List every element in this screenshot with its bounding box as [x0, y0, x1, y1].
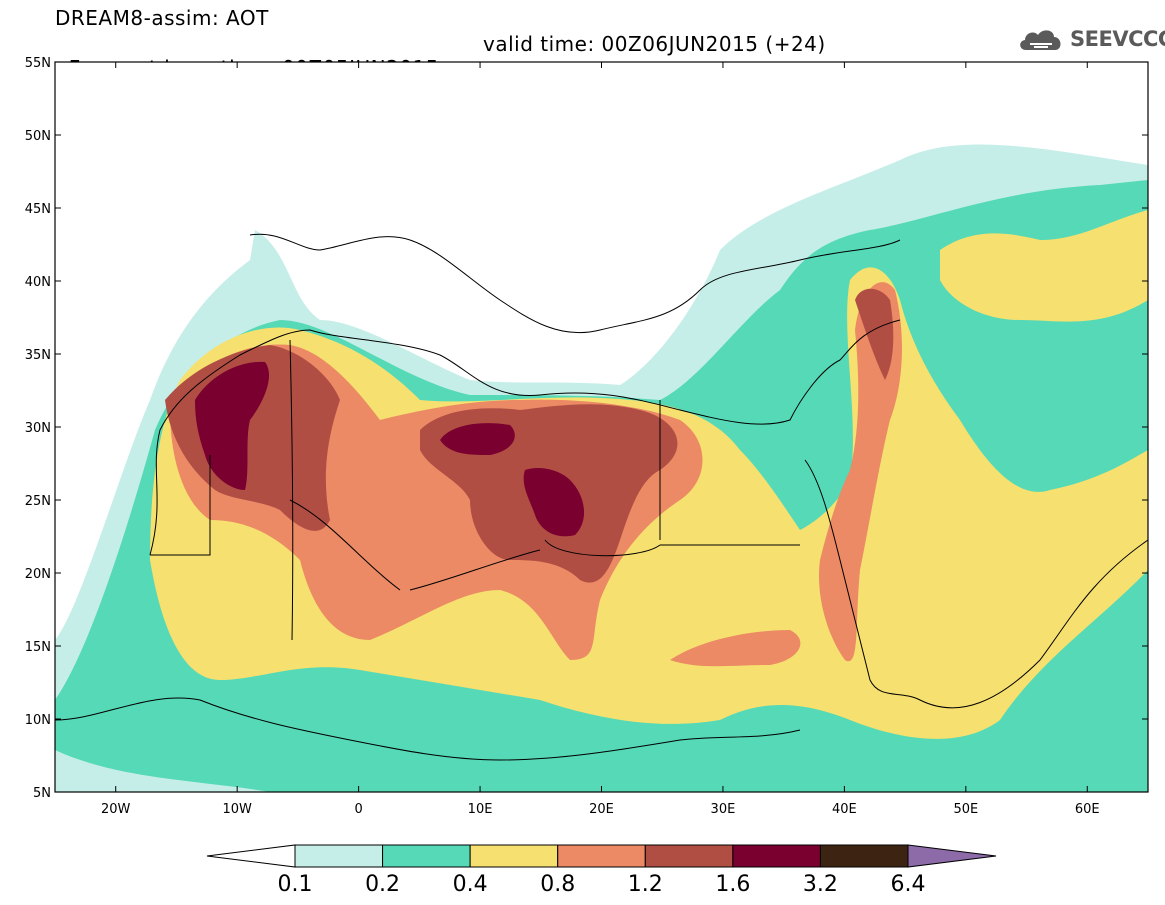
- lat-label: 25N: [25, 494, 51, 509]
- aot-contour-1-6: [195, 361, 270, 490]
- lon-label: 0: [354, 802, 362, 817]
- aot-contour-1-2-arabia: [855, 288, 894, 380]
- aot-contour-0-8-redsea: [819, 282, 902, 662]
- colorbar-box: [294, 844, 384, 868]
- colorbar: 0.1 0.2 0.4 0.8 1.2 1.6 3.2 6.4: [206, 844, 997, 897]
- lon-label: 50E: [953, 802, 978, 817]
- cloud-icon: [1020, 30, 1061, 50]
- lat-label: 15N: [25, 640, 51, 655]
- colorbar-high-arrow: [907, 844, 997, 868]
- logo-text: SEEVCCC: [1070, 27, 1165, 51]
- colorbar-label: 3.2: [803, 872, 838, 897]
- colorbar-label: 1.2: [628, 872, 663, 897]
- lat-label: 55N: [25, 56, 51, 71]
- lat-label: 20N: [25, 567, 51, 582]
- colorbar-label: 6.4: [891, 872, 926, 897]
- lat-label: 50N: [25, 129, 51, 144]
- lon-label: 40E: [832, 802, 857, 817]
- lon-label: 20W: [101, 802, 131, 817]
- latitude-axis: 55N 50N 45N 40N 35N 30N 25N 20N 15N 10N 5N: [25, 56, 1148, 801]
- aot-contour-1-6-chad: [523, 468, 585, 537]
- lat-label: 5N: [33, 786, 51, 801]
- aot-field: [55, 62, 1148, 792]
- colorbar-label: 0.1: [278, 872, 313, 897]
- lat-label: 10N: [25, 713, 51, 728]
- longitude-axis: 20W 10W 0 10E 20E 30E 40E 50E 60E: [101, 62, 1100, 817]
- colorbar-box: [382, 844, 471, 868]
- lat-label: 40N: [25, 275, 51, 290]
- colorbar-low-arrow: [206, 844, 296, 868]
- lon-label: 30E: [711, 802, 736, 817]
- lon-label: 20E: [589, 802, 614, 817]
- coastlines: [55, 233, 1148, 761]
- lat-label: 35N: [25, 348, 51, 363]
- lat-label: 30N: [25, 421, 51, 436]
- valid-time: valid time: 00Z06JUN2015 (+24): [483, 32, 826, 56]
- colorbar-label: 0.8: [540, 872, 575, 897]
- colorbar-label: 0.2: [365, 872, 400, 897]
- colorbar-box: [732, 844, 821, 868]
- colorbar-box: [819, 844, 909, 868]
- model-title: DREAM8-assim: AOT: [55, 6, 269, 30]
- colorbar-label: 0.4: [453, 872, 488, 897]
- colorbar-box: [469, 844, 559, 868]
- lat-label: 45N: [25, 202, 51, 217]
- lon-label: 10W: [222, 802, 252, 817]
- colorbar-box: [557, 844, 646, 868]
- aot-contour-1-6-libya: [440, 423, 515, 455]
- colorbar-label: 1.6: [715, 872, 750, 897]
- seevccc-logo: SEEVCCC: [1016, 24, 1165, 54]
- colorbar-box: [644, 844, 734, 868]
- lon-label: 60E: [1075, 802, 1100, 817]
- lon-label: 10E: [468, 802, 493, 817]
- aot-contour-0-8-chad: [670, 630, 801, 667]
- aot-contour-0-4-caspian: [940, 210, 1148, 322]
